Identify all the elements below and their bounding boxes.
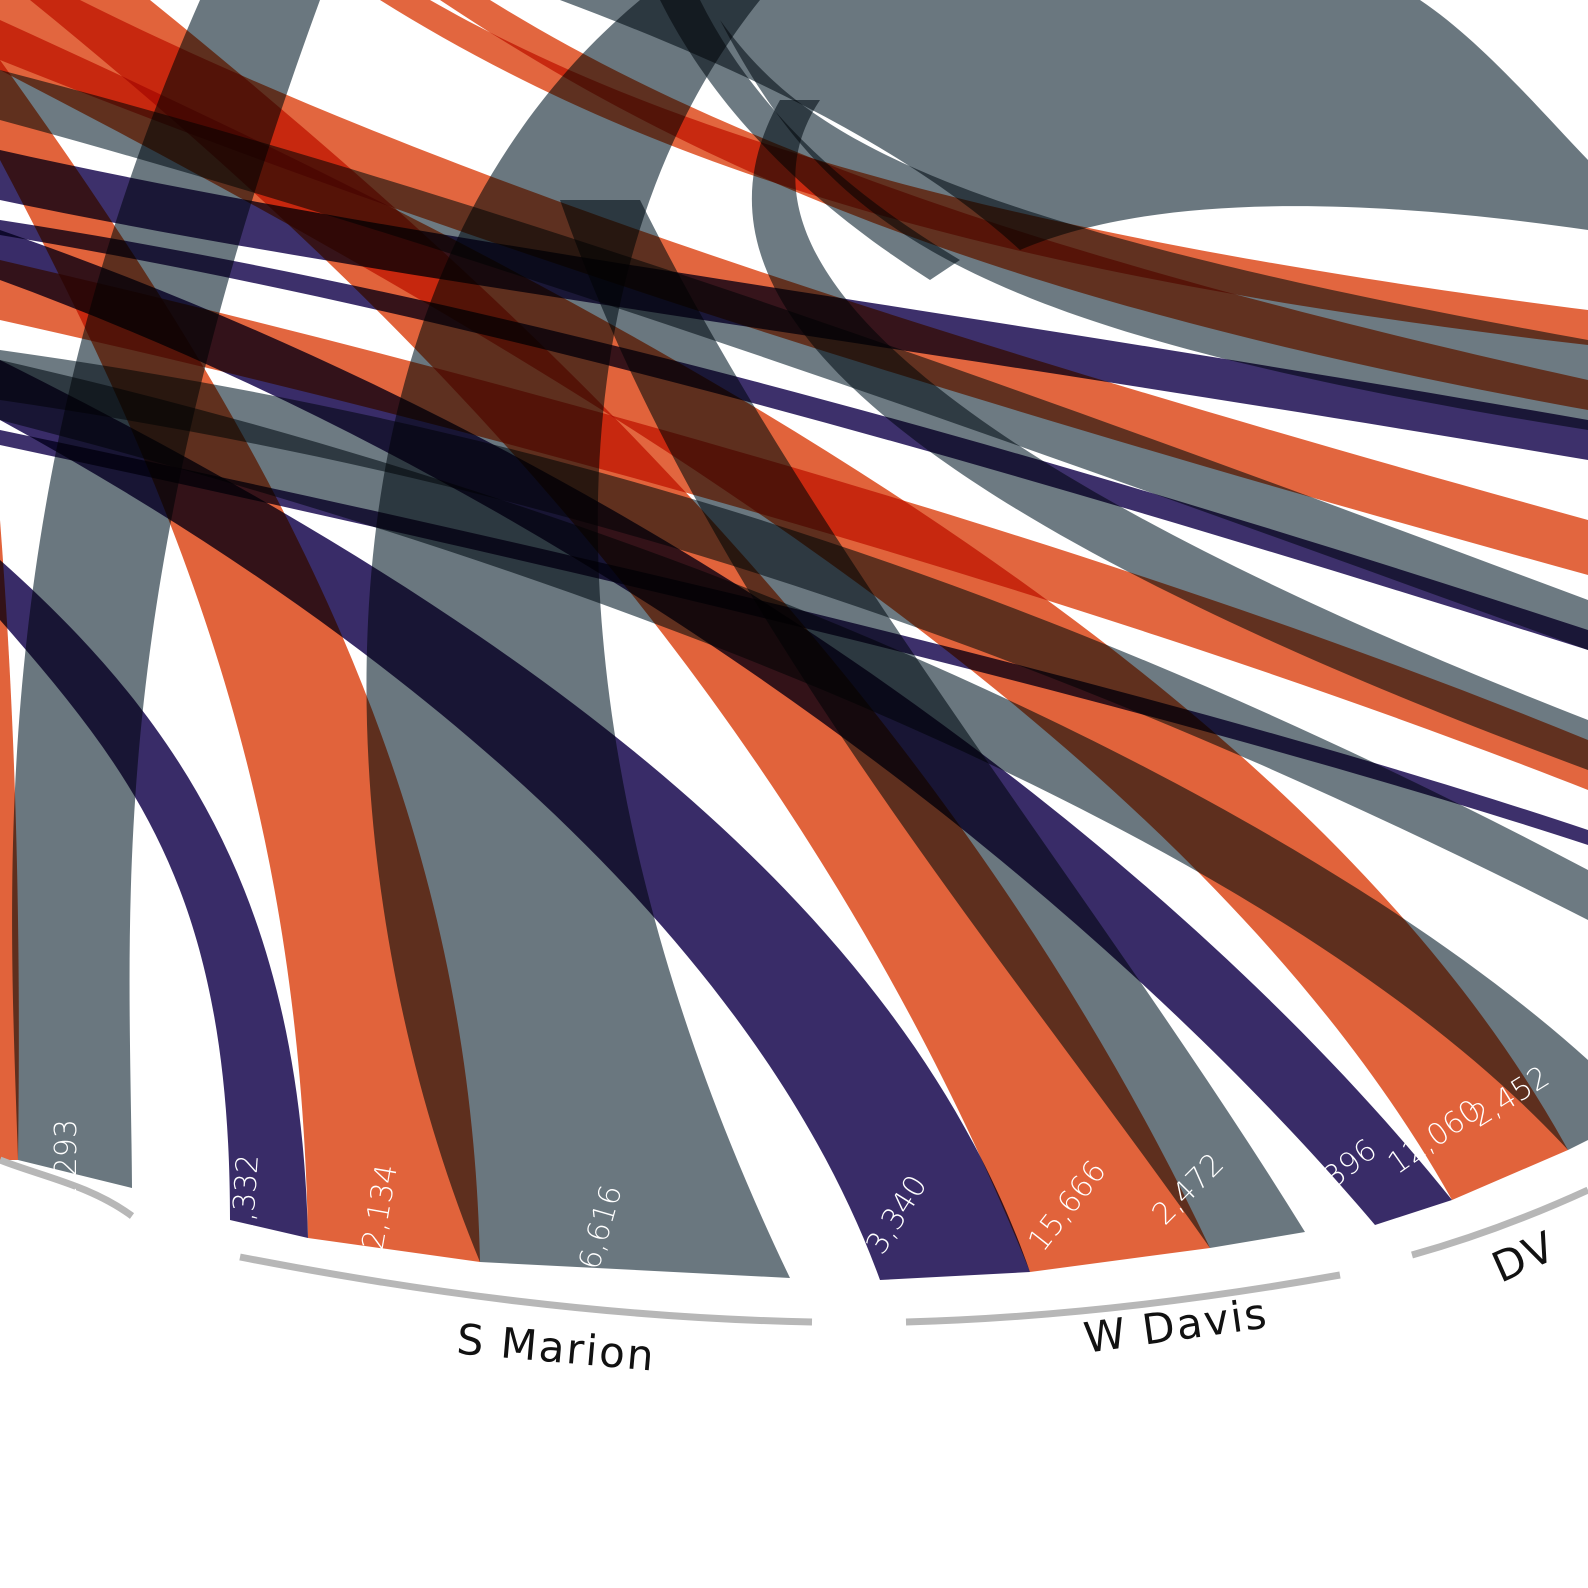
ribbons — [0, 0, 1588, 1280]
group-label: S Marion — [455, 1314, 658, 1380]
group-arc-dv — [1411, 1186, 1588, 1259]
ribbon-value-label: 1,332 — [225, 1153, 266, 1241]
background-ribbon — [440, 0, 1588, 410]
group-label: DV — [1485, 1221, 1564, 1292]
background-ribbon — [751, 100, 1588, 770]
ribbon-value-label: 2,293 — [49, 1119, 84, 1205]
ribbon-12134 — [0, 60, 480, 1262]
group-arcs — [0, 1156, 1588, 1326]
ribbon-2452 — [0, 360, 1588, 1150]
ribbon-2293 — [12, 0, 321, 1188]
background-ribbon — [560, 0, 1588, 250]
ribbon-3340 — [0, 360, 1030, 1280]
ribbon-2396 — [0, 230, 1452, 1225]
group-arc-left — [0, 1156, 135, 1219]
ribbon-12060 — [0, 20, 1568, 1200]
background-ribbon — [0, 260, 1588, 790]
background-ribbon — [380, 0, 1588, 345]
ribbon-15666 — [30, 0, 1210, 1272]
ribbon-1332 — [0, 560, 308, 1238]
background-ribbon — [720, 20, 1588, 430]
group-arc-s-marion — [239, 1253, 813, 1326]
group-arc-w-davis — [905, 1271, 1341, 1326]
background-ribbon — [660, 0, 960, 280]
